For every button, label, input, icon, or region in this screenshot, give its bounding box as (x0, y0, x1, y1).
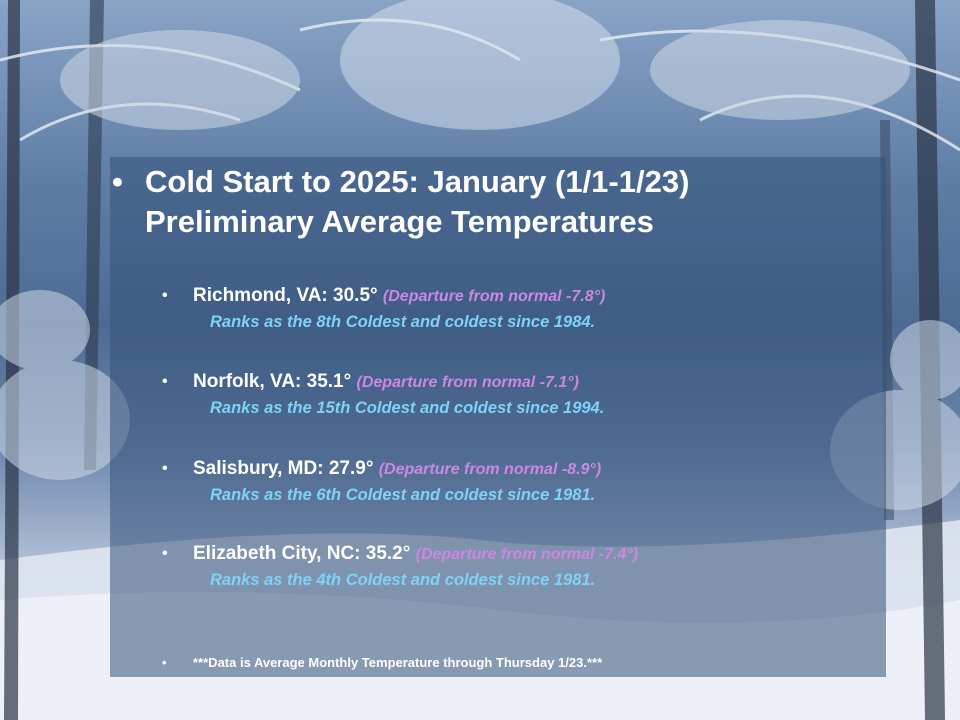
item-headline: Salisbury, MD: 27.9° (Departure from nor… (193, 457, 601, 482)
departure-text: (Departure from normal -8.9°) (378, 461, 602, 478)
title-line-1: Cold Start to 2025: January (1/1-1/23) (145, 164, 690, 199)
rank-text: Ranks as the 8th Coldest and coldest sin… (210, 313, 596, 331)
item-bullet: • (162, 545, 168, 562)
item-headline: Norfolk, VA: 35.1° (Departure from norma… (193, 370, 579, 395)
item-bullet: • (162, 287, 168, 304)
title-text: Cold Start to 2025: January (1/1-1/23) P… (145, 162, 865, 242)
note-text: ***Data is Average Monthly Temperature t… (193, 655, 603, 670)
departure-text: (Departure from normal -7.1°) (356, 374, 579, 391)
item-bullet: • (162, 460, 168, 477)
city-temperature: Norfolk, VA: 35.1° (193, 371, 352, 392)
note-bullet: • (162, 655, 167, 670)
item-headline: Elizabeth City, NC: 35.2° (Departure fro… (193, 542, 638, 567)
rank-text: Ranks as the 4th Coldest and coldest sin… (210, 571, 596, 589)
item-headline: Richmond, VA: 30.5° (Departure from norm… (193, 284, 605, 309)
item-bullet: • (162, 373, 168, 390)
city-temperature: Richmond, VA: 30.5° (193, 285, 378, 306)
departure-text: (Departure from normal -7.4°) (415, 546, 639, 563)
text-overlay-panel (110, 157, 886, 677)
title-line-2: Preliminary Average Temperatures (145, 204, 654, 239)
rank-text: Ranks as the 6th Coldest and coldest sin… (210, 486, 596, 504)
title-bullet: • (112, 164, 123, 199)
rank-text: Ranks as the 15th Coldest and coldest si… (210, 399, 605, 417)
departure-text: (Departure from normal -7.8°) (382, 288, 606, 305)
city-temperature: Salisbury, MD: 27.9° (193, 458, 374, 479)
city-temperature: Elizabeth City, NC: 35.2° (193, 543, 411, 564)
